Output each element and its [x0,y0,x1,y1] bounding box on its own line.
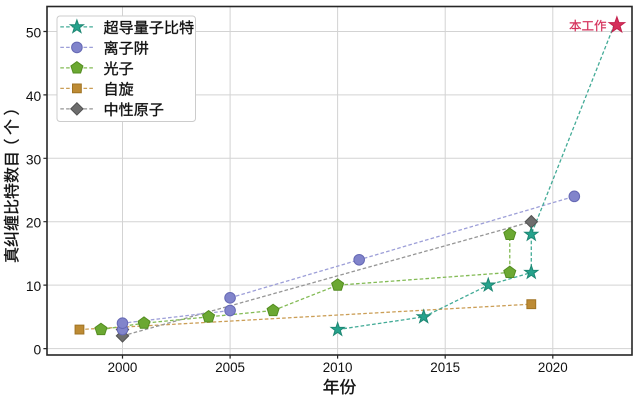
svg-text:2005: 2005 [215,360,245,375]
svg-text:0: 0 [34,343,42,358]
svg-text:2010: 2010 [323,360,353,375]
svg-text:40: 40 [26,89,42,104]
svg-text:2000: 2000 [108,360,138,375]
svg-text:10: 10 [26,279,42,294]
svg-text:20: 20 [26,216,42,231]
svg-text:2020: 2020 [538,360,568,375]
svg-text:2015: 2015 [430,360,460,375]
svg-text:30: 30 [26,152,42,167]
svg-text:50: 50 [26,26,42,41]
